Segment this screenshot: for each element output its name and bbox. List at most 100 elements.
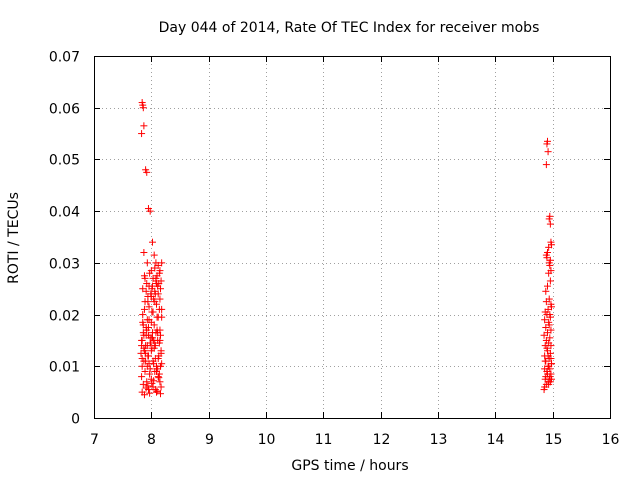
- data-point: [548, 360, 556, 368]
- data-point: [143, 316, 151, 324]
- data-point: [544, 282, 552, 290]
- data-point: [155, 370, 163, 378]
- data-point: [546, 365, 554, 373]
- data-point: [148, 238, 156, 246]
- data-point: [151, 339, 159, 347]
- data-point: [547, 342, 555, 350]
- data-point: [154, 329, 162, 337]
- data-point: [155, 269, 163, 277]
- data-point: [156, 378, 164, 386]
- x-tick-label: 14: [487, 432, 505, 448]
- data-point: [158, 305, 166, 313]
- data-point: [147, 318, 155, 326]
- data-point: [156, 295, 164, 303]
- data-point: [542, 287, 550, 295]
- data-point: [544, 347, 552, 355]
- data-point: [544, 137, 552, 145]
- data-point: [150, 360, 158, 368]
- data-point: [547, 355, 555, 363]
- data-point: [543, 254, 551, 262]
- data-point: [145, 303, 153, 311]
- data-point: [148, 334, 156, 342]
- data-point: [157, 383, 165, 391]
- data-point: [144, 292, 152, 300]
- data-point: [545, 318, 553, 326]
- data-point: [141, 367, 149, 375]
- y-tick-label: 0.05: [49, 153, 80, 169]
- data-point: [150, 295, 158, 303]
- data-point: [548, 241, 556, 249]
- data-point: [150, 251, 158, 259]
- tick-label-layer: 7 8 9 10 11 12 13 14 15 16 0 0.01 0.02 0.03 0.04 0.05 0.…: [49, 50, 620, 449]
- data-point: [150, 344, 158, 352]
- data-point: [148, 285, 156, 293]
- data-point: [139, 104, 147, 112]
- data-point: [140, 357, 148, 365]
- data-point: [149, 274, 157, 282]
- y-tick-label: 0.02: [49, 309, 80, 325]
- data-point: [143, 378, 151, 386]
- data-point: [139, 311, 147, 319]
- data-point: [141, 298, 149, 306]
- data-point: [150, 377, 158, 385]
- data-point: [151, 264, 159, 272]
- data-point: [138, 373, 146, 381]
- x-tick-label: 9: [205, 432, 214, 448]
- data-point: [149, 308, 157, 316]
- data-point: [146, 389, 154, 397]
- data-point: [544, 148, 552, 156]
- x-tick-label: 12: [373, 432, 391, 448]
- y-tick-label: 0.07: [49, 50, 80, 66]
- x-tick-label: 16: [602, 432, 620, 448]
- data-point: [151, 386, 159, 394]
- data-point: [146, 365, 154, 373]
- data-point: [138, 99, 146, 107]
- data-point: [146, 207, 154, 215]
- data-point: [139, 321, 147, 329]
- y-tick-label: 0.03: [49, 257, 80, 273]
- data-point: [138, 336, 146, 344]
- y-tick-label: 0: [71, 412, 80, 428]
- data-point: [541, 357, 549, 365]
- data-point: [140, 272, 148, 280]
- data-point: [155, 374, 163, 382]
- data-point: [140, 391, 148, 399]
- data-point: [143, 259, 151, 267]
- data-point: [140, 305, 148, 313]
- data-point: [157, 362, 165, 370]
- data-point: [546, 334, 554, 342]
- x-tick-label: 10: [258, 432, 276, 448]
- data-point: [547, 267, 555, 275]
- data-point: [158, 259, 166, 267]
- data-point: [157, 349, 165, 357]
- x-tick-label: 15: [545, 432, 563, 448]
- data-point: [140, 347, 148, 355]
- data-point: [142, 342, 150, 350]
- points-layer: [137, 99, 556, 399]
- data-point: [157, 390, 165, 398]
- data-point: [546, 261, 554, 269]
- grid-layer: [94, 56, 610, 418]
- data-point: [546, 212, 554, 220]
- data-point: [547, 300, 555, 308]
- data-point: [545, 295, 553, 303]
- y-axis-label: ROTI / TECUs: [6, 192, 22, 284]
- data-point: [548, 375, 556, 383]
- data-point: [152, 300, 160, 308]
- x-tick-label: 7: [90, 432, 99, 448]
- x-tick-label: 13: [430, 432, 448, 448]
- x-axis-label: GPS time / hours: [291, 458, 408, 474]
- chart-title: Day 044 of 2014, Rate Of TEC Index for r…: [159, 20, 540, 36]
- y-tick-label: 0.06: [49, 102, 80, 118]
- data-point: [156, 336, 164, 344]
- data-point: [144, 324, 152, 331]
- data-point: [541, 316, 549, 324]
- axis-layer: [94, 56, 611, 419]
- data-point: [154, 282, 162, 290]
- data-point: [546, 311, 554, 319]
- data-point: [154, 355, 162, 363]
- data-point: [140, 122, 148, 130]
- x-tick-label: 8: [147, 432, 156, 448]
